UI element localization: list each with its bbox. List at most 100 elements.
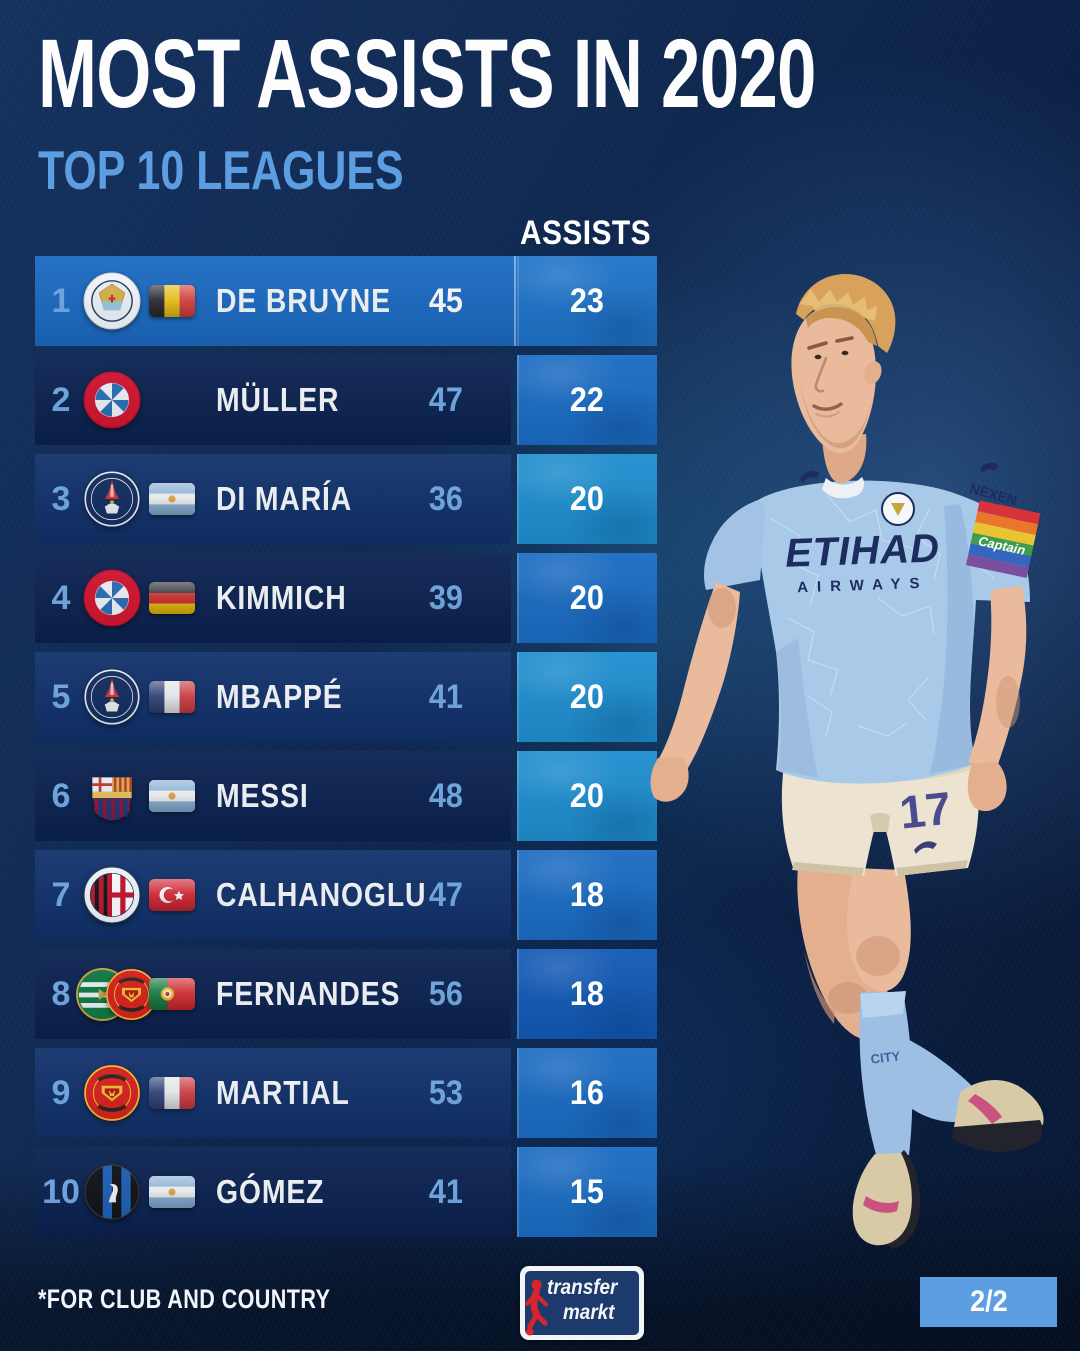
games-value: 53 (428, 1073, 464, 1112)
footnote: *FOR CLUB AND COUNTRY (38, 1284, 331, 1314)
assists-cell: 20 (517, 652, 657, 742)
page-indicator: 2/2 (969, 1285, 1008, 1318)
brand-player-icon (525, 1279, 549, 1336)
brand-logo-line1: transfer (547, 1276, 618, 1299)
games-value-wrap: 47 (371, 355, 521, 445)
rank-label: 5 (51, 677, 71, 716)
ranking-table: 1 DE BRUYNE 45 23 2 MÜLLER 47 22 3 (35, 256, 657, 1246)
player-front-leg: CITY (846, 868, 921, 1249)
games-value-wrap: 39 (371, 553, 521, 643)
club-crest (79, 454, 145, 544)
table-row-main: 5 MBAPPÉ 41 (35, 652, 511, 742)
page-title: MOST ASSISTS IN 2020 (38, 19, 816, 128)
nationality-flag (149, 1176, 195, 1208)
rank-label: 4 (51, 578, 71, 617)
nationality-flag (149, 285, 195, 317)
table-row: 5 MBAPPÉ 41 20 (35, 652, 657, 742)
atalanta-crest-icon (84, 1164, 140, 1220)
player-left-arm (967, 586, 1027, 812)
games-value-wrap: 53 (371, 1048, 521, 1138)
brand-logo: transfer markt (520, 1266, 644, 1340)
bayern-munich-crest-icon (83, 569, 141, 627)
nationality-flag (149, 681, 195, 713)
assists-value: 20 (569, 578, 605, 617)
assists-cell: 15 (517, 1147, 657, 1237)
assists-value: 23 (569, 281, 605, 320)
page-subtitle: TOP 10 LEAGUES (38, 139, 404, 201)
table-row-main: 9 MARTIAL 53 (35, 1048, 511, 1138)
player-sock-text: CITY (870, 1048, 902, 1067)
belgium-flag-icon (149, 285, 195, 317)
table-row: 2 MÜLLER 47 22 (35, 355, 657, 445)
jersey-sponsor-line1: ETIHAD (784, 526, 940, 575)
sleeve-puma-icon (980, 462, 999, 473)
player-jersey: ETIHAD AIRWAYS NEXEN (704, 462, 1030, 784)
player-name: MÜLLER (216, 381, 340, 418)
rank-label: 1 (51, 281, 71, 320)
argentina-flag-icon (149, 1176, 195, 1208)
germany-flag-icon (149, 582, 195, 614)
club-crest (79, 652, 145, 742)
games-value: 47 (428, 875, 464, 914)
brand-logo-line2: markt (563, 1301, 615, 1325)
table-row: 9 MARTIAL 53 16 (35, 1048, 657, 1138)
nationality-flag (149, 384, 195, 416)
games-value-wrap: 47 (371, 850, 521, 940)
table-row: 8 FERNANDES 56 18 (35, 949, 657, 1039)
club-crest (79, 1147, 145, 1237)
player-name-wrap: FERNANDES (216, 949, 430, 1039)
player-name: MBAPPÉ (216, 678, 343, 715)
argentina-flag-icon (149, 483, 195, 515)
club-crest (79, 553, 145, 643)
player-name: KIMMICH (216, 579, 347, 616)
shorts-puma-icon (914, 841, 937, 854)
table-row-main: 1 DE BRUYNE 45 (35, 256, 517, 346)
games-value: 39 (428, 578, 464, 617)
table-row: 3 DI MARÍA 36 20 (35, 454, 657, 544)
club-crest (79, 256, 145, 346)
nationality-flag (149, 483, 195, 515)
assists-column-header: ASSISTS (515, 214, 655, 252)
player-name-wrap: MESSI (216, 751, 324, 841)
player-name-wrap: KIMMICH (216, 553, 368, 643)
player-right-arm (650, 582, 740, 802)
table-row: 6 MESSI 48 20 (35, 751, 657, 841)
page-indicator-badge: 2/2 (920, 1277, 1057, 1327)
jersey-puma-icon (800, 470, 819, 483)
assists-value: 20 (569, 776, 605, 815)
assists-value: 20 (569, 677, 605, 716)
player-name-wrap: MARTIAL (216, 1048, 371, 1138)
captain-armband: Captain (966, 500, 1041, 578)
rank-label: 8 (51, 974, 71, 1013)
assists-column-header-label: ASSISTS (519, 213, 651, 252)
nationality-flag (149, 780, 195, 812)
nationality-flag (149, 879, 195, 911)
player-name: MESSI (216, 777, 309, 814)
player-name: DE BRUYNE (216, 282, 391, 319)
manchester-united-crest-icon (105, 968, 158, 1020)
assists-cell: 16 (517, 1048, 657, 1138)
games-value: 56 (428, 974, 464, 1013)
table-row: 1 DE BRUYNE 45 23 (35, 256, 657, 346)
table-row-main: 2 MÜLLER 47 (35, 355, 511, 445)
player-name: CALHANOGLU (216, 876, 427, 913)
games-value-wrap: 41 (371, 652, 521, 742)
bayern-munich-crest-icon (83, 371, 141, 429)
player-photo: CITY 17 (650, 273, 1044, 1249)
rank-label: 2 (51, 380, 71, 419)
player-name-wrap: GÓMEZ (216, 1147, 342, 1237)
assists-cell: 18 (517, 949, 657, 1039)
games-value: 36 (428, 479, 464, 518)
table-row-main: 4 KIMMICH 39 (35, 553, 511, 643)
player-head (791, 273, 896, 484)
player-name: DI MARÍA (216, 480, 353, 517)
games-value: 41 (428, 677, 464, 716)
games-value-wrap: 36 (371, 454, 521, 544)
table-row-main: 7 CALHANOGLU 47 (35, 850, 511, 940)
table-row-main: 10 GÓMEZ 41 (35, 1147, 511, 1237)
jersey-collar (822, 477, 865, 499)
manchester-united-crest-icon (84, 1065, 140, 1121)
rank-label: 9 (51, 1073, 71, 1112)
player-back-leg (797, 864, 1044, 1152)
club-crest (79, 850, 145, 940)
